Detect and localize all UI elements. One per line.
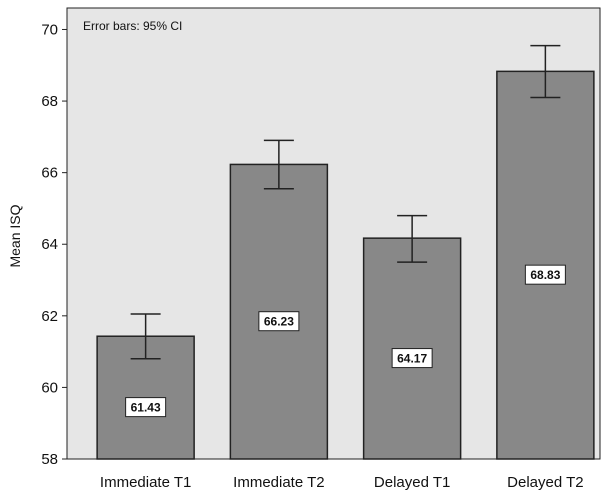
y-tick-label: 68 [41, 93, 58, 110]
data-label: 66.23 [264, 315, 294, 329]
y-axis-title: Mean ISQ [7, 204, 23, 267]
x-tick-label: Immediate T2 [233, 474, 324, 491]
y-tick-label: 62 [41, 308, 58, 325]
data-label: 68.83 [530, 268, 560, 282]
x-tick-label: Delayed T1 [374, 474, 450, 491]
y-tick-label: 60 [41, 379, 58, 396]
x-axis: Immediate T1 Immediate T2 Delayed T1 Delaye… [100, 474, 584, 491]
y-tick-label: 70 [41, 21, 58, 38]
y-tick-label: 58 [41, 451, 58, 468]
bar [496, 70, 595, 460]
x-tick-label: Delayed T2 [507, 474, 583, 491]
data-label-box [125, 397, 167, 418]
x-tick-label: Immediate T1 [100, 474, 191, 491]
y-tick-label: 66 [41, 165, 58, 182]
data-label: 61.43 [131, 401, 161, 415]
error-bars-note: Error bars: 95% CI [83, 19, 182, 33]
data-label-box [391, 348, 433, 369]
data-label-box [524, 264, 566, 285]
bar-series: 61.43 66.23 64.17 68.83 [96, 44, 595, 460]
data-label: 64.17 [397, 352, 427, 366]
y-axis: 58 60 62 64 66 68 70 [41, 21, 67, 468]
y-tick-label: 64 [41, 236, 58, 253]
data-label-box [258, 311, 300, 332]
